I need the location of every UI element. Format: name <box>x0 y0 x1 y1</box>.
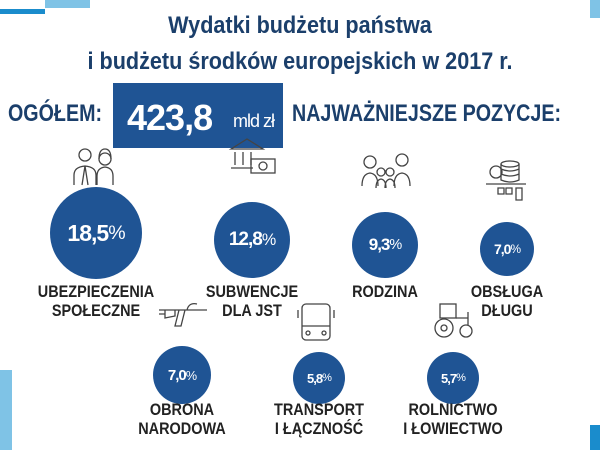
category-label-line1: UBEZPIECZENIA <box>37 282 155 301</box>
bubble-value: 5,7 <box>441 370 457 386</box>
accent-bar-top-light <box>45 0 90 8</box>
bubble-value: 5,8 <box>307 370 323 386</box>
people-icon <box>73 148 114 186</box>
bubble: 7,0% <box>153 346 211 404</box>
category-label: RODZINA <box>317 282 453 301</box>
category-label-line1: OBSŁUGA <box>470 282 544 301</box>
total-label: OGÓŁEM: <box>8 100 103 127</box>
bus-icon <box>297 303 335 341</box>
bubble-value: 7,0 <box>167 366 187 384</box>
bubble: 9,3% <box>352 212 418 278</box>
total-value: 423,8 <box>127 97 213 138</box>
category-label-line2: I ŁĄCZNOŚĆ <box>274 419 364 438</box>
bubble: 18,5% <box>50 187 142 279</box>
title-line-1: Wydatki budżetu państwa <box>168 12 432 39</box>
positions-label: NAJWAŻNIEJSZE POZYCJE: <box>292 100 562 127</box>
category-label-line2: SPOŁECZNE <box>51 301 141 320</box>
bubble-value: 12,8 <box>228 229 263 250</box>
bubble-pct: % <box>322 372 332 384</box>
bank-money-icon <box>228 138 276 174</box>
bubble-pct: % <box>510 242 521 256</box>
category-label: UBEZPIECZENIA SPOŁECZNE <box>28 282 164 320</box>
category-label-line1: ROLNICTWO <box>408 400 498 419</box>
category-label-line2: DŁUGU <box>481 301 533 320</box>
rifle-icon <box>159 302 207 327</box>
tractor-icon <box>434 303 473 338</box>
category-label-line1: TRANSPORT <box>274 400 364 419</box>
category-label: TRANSPORT I ŁĄCZNOŚĆ <box>251 400 387 438</box>
bubble-value: 9,3 <box>368 235 391 254</box>
category-label: SUBWENCJE DLA JST <box>184 282 320 320</box>
accent-bar-top-dark <box>0 9 45 14</box>
bubble-value: 7,0 <box>493 241 511 257</box>
category-label: OBSŁUGA DŁUGU <box>439 282 575 320</box>
bubble: 5,7% <box>427 352 479 404</box>
accent-bar-top-right <box>590 0 600 18</box>
accent-bar-left <box>0 370 12 450</box>
category-label-line1: SUBWENCJE <box>205 282 299 301</box>
category-label-line1: RODZINA <box>352 282 418 301</box>
bubble-pct: % <box>456 372 466 384</box>
total-unit: mld zł <box>233 111 275 131</box>
accent-bar-right <box>590 425 600 450</box>
bubble: 12,8% <box>214 202 290 278</box>
bubble: 7,0% <box>480 222 534 276</box>
bubble-value: 18,5 <box>67 219 109 246</box>
category-label-line2: NARODOWA <box>138 419 226 438</box>
category-label: ROLNICTWO I ŁOWIECTWO <box>385 400 521 438</box>
category-label-line2: DLA JST <box>222 301 282 320</box>
bubble-pct: % <box>389 237 402 253</box>
category-label: OBRONA NARODOWA <box>114 400 250 438</box>
total-box: 423,8 mld zł <box>113 83 283 148</box>
title-line-2: i budżetu środków europejskich w 2017 r. <box>87 48 513 75</box>
bubble-pct: % <box>261 230 276 249</box>
family-icon <box>361 153 411 189</box>
category-label-line2: I ŁOWIECTWO <box>403 419 503 438</box>
bubble: 5,8% <box>293 352 345 404</box>
category-label-line1: OBRONA <box>149 400 215 419</box>
bubble-pct: % <box>185 367 197 383</box>
coins-debt-icon <box>486 160 526 201</box>
bubble-pct: % <box>108 221 125 244</box>
